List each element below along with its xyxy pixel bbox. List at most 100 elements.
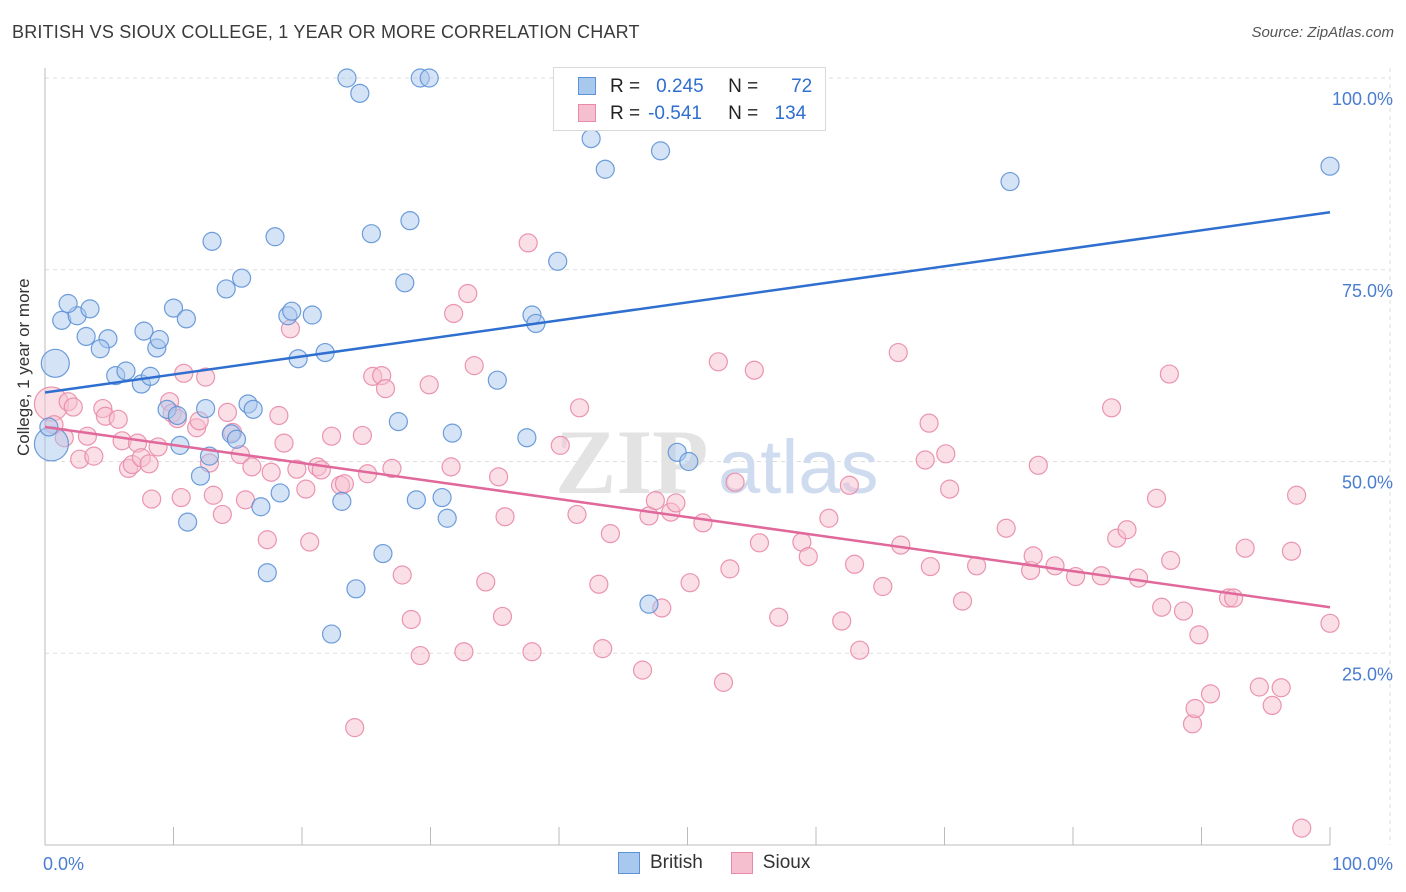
sioux-point — [1235, 538, 1255, 558]
sioux-point — [919, 413, 939, 433]
british-r-value: 0.245 — [656, 76, 704, 97]
watermark: ZIP atlas — [555, 411, 879, 513]
british-point — [639, 594, 659, 614]
sioux-point — [888, 342, 908, 363]
sioux-r-label: R = — [610, 103, 641, 124]
sioux-point — [1128, 568, 1149, 588]
british-point — [202, 231, 222, 251]
sioux-point — [296, 479, 316, 499]
british-point — [178, 512, 198, 532]
sioux-point — [844, 554, 865, 574]
british-point — [442, 423, 462, 443]
sioux-point — [1185, 698, 1205, 719]
british-point — [1000, 171, 1020, 192]
sioux-point — [1045, 556, 1065, 576]
british-point — [321, 624, 342, 644]
sioux-point — [334, 474, 355, 494]
sioux-point — [1146, 488, 1167, 508]
british-point — [251, 497, 271, 517]
british-point — [437, 508, 457, 528]
sioux-point — [1159, 364, 1179, 384]
british-point — [232, 268, 252, 288]
sioux-point — [769, 607, 789, 627]
sioux-point — [645, 491, 665, 511]
sioux-point — [458, 283, 478, 304]
british-point — [149, 329, 169, 350]
british-point — [373, 543, 393, 564]
sioux-point — [632, 660, 653, 680]
british-trend-line — [44, 210, 1331, 394]
british-points — [33, 68, 1340, 644]
grid-lines — [45, 68, 1391, 845]
british-r-label: R = — [610, 76, 641, 97]
sioux-points — [33, 233, 1340, 838]
sioux-point — [1161, 550, 1181, 571]
sioux-point — [1249, 677, 1269, 697]
x-tick-label-max: 100.0% — [1332, 854, 1393, 874]
sioux-point — [749, 533, 770, 553]
legend-item-british[interactable]: British — [618, 852, 703, 874]
sioux-point — [720, 559, 740, 579]
british-point — [581, 128, 601, 149]
sioux-point — [915, 450, 935, 470]
sioux-point — [1023, 546, 1043, 566]
sioux-stat-row: R = -0.541 N = 134 — [610, 102, 806, 126]
sioux-point — [798, 547, 818, 567]
british-point — [1320, 156, 1340, 176]
x-tick-label-min: 0.0% — [43, 854, 84, 874]
sioux-point — [940, 479, 960, 499]
sioux-point — [1189, 625, 1209, 645]
sioux-point — [920, 556, 940, 577]
british-point — [332, 491, 352, 511]
british-point — [548, 251, 568, 271]
british-point — [337, 68, 357, 88]
british-point — [190, 466, 211, 486]
british-point — [395, 273, 415, 293]
sioux-point — [708, 352, 728, 372]
stats-box: R = 0.245 N = 72 R = -0.541 N = 134 — [553, 67, 826, 131]
british-point — [650, 141, 671, 161]
legend: British Sioux — [618, 852, 838, 874]
sioux-point — [274, 433, 294, 453]
y-tick-label: 25.0% — [1342, 664, 1393, 684]
british-point — [487, 370, 507, 390]
british-point — [196, 398, 216, 419]
british-point — [58, 293, 78, 314]
sioux-point — [257, 530, 277, 550]
british-point — [679, 451, 699, 472]
sioux-point — [873, 576, 893, 597]
british-point — [419, 68, 439, 88]
sioux-point — [203, 485, 223, 505]
tick-labels: 25.0% 50.0% 75.0% 100.0% 0.0% 100.0% — [43, 89, 1393, 874]
sioux-point — [171, 487, 191, 508]
y-tick-label: 50.0% — [1342, 473, 1393, 493]
british-point — [302, 305, 322, 325]
sioux-point — [996, 518, 1016, 538]
sioux-point — [1262, 695, 1282, 716]
sioux-point — [713, 672, 734, 692]
sioux-point — [1152, 597, 1172, 617]
sioux-point — [212, 504, 232, 525]
sioux-point — [1271, 678, 1291, 698]
sioux-point — [392, 565, 412, 585]
legend-item-sioux[interactable]: Sioux — [730, 852, 810, 874]
sioux-point — [725, 472, 745, 492]
sioux-point — [492, 606, 513, 627]
british-point — [257, 563, 277, 583]
sioux-point — [936, 444, 956, 464]
sioux-point — [345, 718, 365, 738]
british-point — [270, 483, 290, 503]
sioux-point — [1320, 613, 1340, 633]
sioux-point — [261, 462, 281, 482]
sioux-point — [287, 459, 307, 479]
sioux-point — [1281, 541, 1302, 561]
sioux-point — [693, 513, 713, 533]
sioux-point — [1173, 601, 1194, 621]
y-tick-label: 100.0% — [1332, 89, 1393, 109]
sioux-point — [269, 405, 289, 426]
british-point — [388, 412, 408, 432]
chart-title: BRITISH VS SIOUX COLLEGE, 1 YEAR OR MORE… — [12, 22, 640, 42]
british-point — [265, 227, 285, 247]
sioux-point — [196, 367, 216, 387]
british-point — [346, 579, 366, 599]
